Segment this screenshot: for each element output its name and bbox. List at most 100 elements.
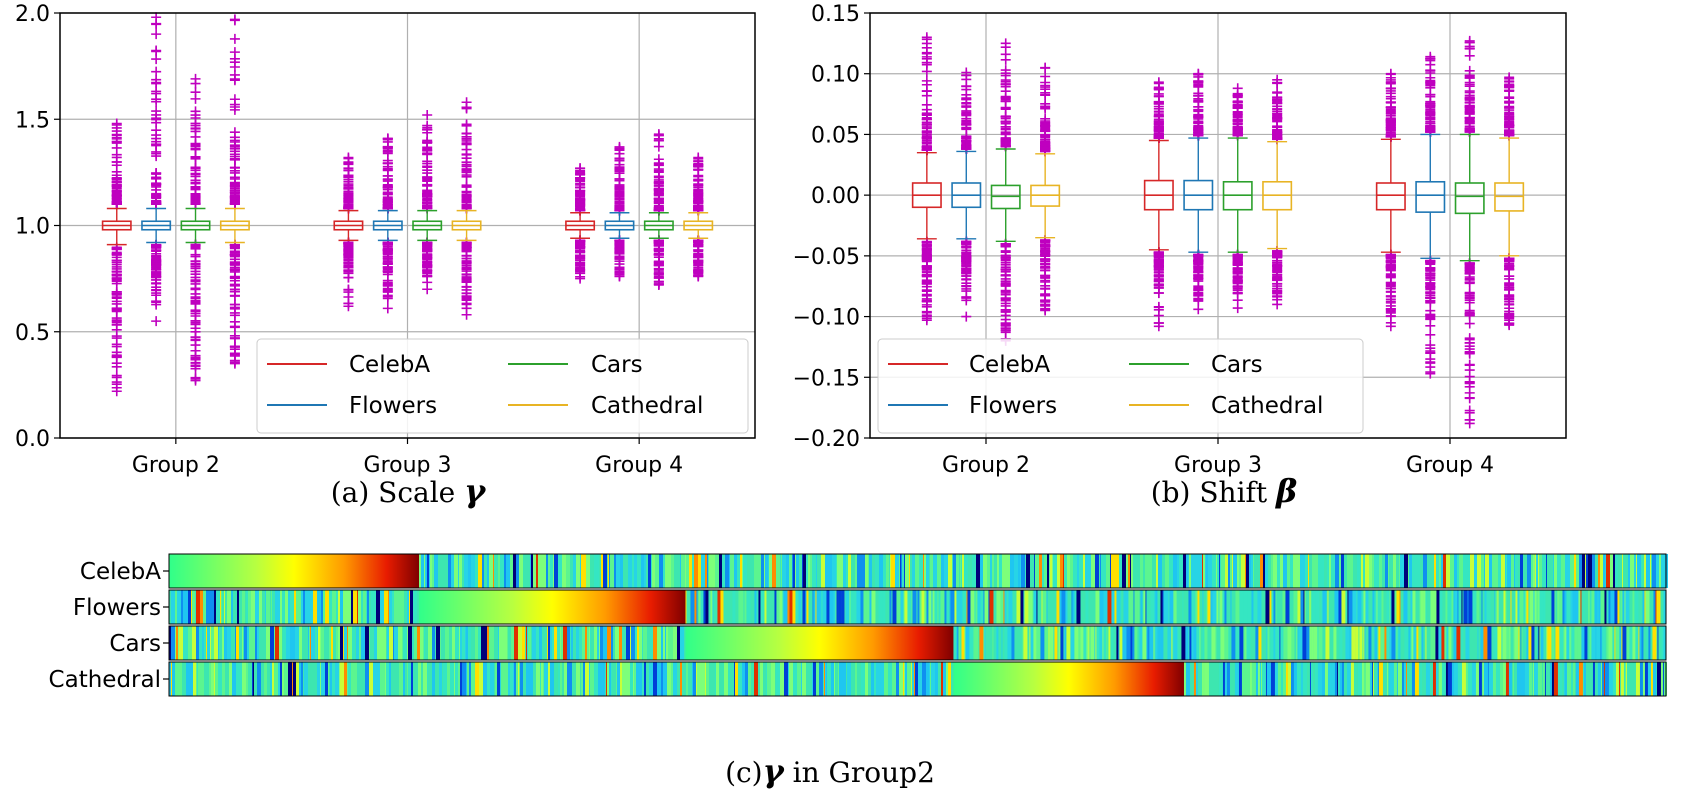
heatmap-stripe xyxy=(340,590,343,624)
heatmap-stripe xyxy=(371,590,374,624)
heatmap-stripe xyxy=(633,554,637,588)
heatmap-stripe xyxy=(1270,554,1273,588)
heatmap-stripe xyxy=(986,554,990,588)
heatmap-stripe xyxy=(744,590,747,624)
heatmap-stripe xyxy=(1556,554,1561,588)
heatmap-stripe xyxy=(1202,626,1205,660)
heatmap-stripe xyxy=(944,590,947,624)
heatmap-stripe xyxy=(1339,626,1343,660)
heatmap-stripe xyxy=(1275,626,1280,660)
outlier-marker xyxy=(151,94,162,105)
panel-a-caption: (a) Scale γ xyxy=(331,472,487,510)
outlier-marker xyxy=(190,87,201,98)
heatmap-stripe xyxy=(1509,626,1511,660)
heatmap-stripe xyxy=(798,590,802,624)
heatmap-stripe xyxy=(515,554,519,588)
heatmap-stripe xyxy=(200,590,203,624)
heatmap-stripe xyxy=(329,590,332,624)
outlier-marker xyxy=(190,73,201,84)
heatmap-stripe xyxy=(1377,626,1379,660)
heatmap-stripe xyxy=(473,554,475,588)
heatmap-stripe xyxy=(1584,554,1586,588)
heatmap-stripe xyxy=(1629,626,1633,660)
heatmap-stripe xyxy=(1251,590,1254,624)
heatmap-stripe xyxy=(253,662,254,696)
heatmap-stripe xyxy=(1330,554,1335,588)
outlier-marker xyxy=(1232,303,1243,314)
heatmap-stripe xyxy=(889,590,891,624)
heatmap-stripe xyxy=(992,626,994,660)
heatmap-stripe xyxy=(236,626,239,660)
heatmap-stripe xyxy=(1553,554,1557,588)
heatmap-stripe xyxy=(1575,554,1577,588)
heatmap-stripe xyxy=(1581,554,1585,588)
heatmap-stripe xyxy=(984,626,986,660)
heatmap-stripe xyxy=(1155,626,1158,660)
heatmap-stripe xyxy=(1500,554,1505,588)
heatmap-stripe xyxy=(717,590,721,624)
outlier-marker xyxy=(614,153,625,164)
heatmap-stripe xyxy=(1060,626,1064,660)
heatmap-stripe xyxy=(1215,554,1217,588)
heatmap-stripe xyxy=(215,662,218,696)
heatmap-stripe xyxy=(636,554,638,588)
outlier-marker xyxy=(1464,65,1475,76)
heatmap-stripe xyxy=(1403,590,1408,624)
heatmap-stripe xyxy=(197,662,198,696)
heatmap-stripe xyxy=(266,662,267,696)
heatmap-stripe xyxy=(265,590,266,624)
heatmap-stripe xyxy=(754,590,757,624)
heatmap-stripe xyxy=(1624,590,1626,624)
heatmap-stripe xyxy=(1638,626,1640,660)
heatmap-stripe xyxy=(1658,590,1661,624)
heatmap-stripe xyxy=(1003,590,1005,624)
heatmap-stripe xyxy=(576,554,580,588)
heatmap-stripe xyxy=(882,554,886,588)
heatmap-stripe xyxy=(1065,590,1068,624)
y-tick-label: 1.0 xyxy=(15,215,50,240)
heatmap-stripe xyxy=(329,626,331,660)
heatmap-stripe xyxy=(824,554,829,588)
heatmap-stripe xyxy=(203,590,206,624)
heatmap-stripe xyxy=(1269,590,1272,624)
heatmap-stripe xyxy=(420,626,421,660)
y-tick-label: −0.05 xyxy=(793,245,860,270)
heatmap-stripe xyxy=(802,590,806,624)
heatmap-stripe xyxy=(1394,590,1397,624)
heatmap-stripe xyxy=(1253,590,1258,624)
heatmap-stripe xyxy=(795,554,799,588)
heatmap-stripe xyxy=(359,626,361,660)
heatmap-stripe xyxy=(682,626,684,660)
outlier-marker xyxy=(111,361,122,372)
heatmap-stripe xyxy=(186,662,189,696)
heatmap-row xyxy=(163,589,1667,625)
heatmap-stripe xyxy=(925,554,929,588)
heatmap-stripe xyxy=(1501,626,1503,660)
heatmap-stripe xyxy=(826,590,828,624)
heatmap-stripe xyxy=(1380,626,1384,660)
heatmap-stripe xyxy=(1211,626,1216,660)
heatmap-stripe xyxy=(922,554,924,588)
heatmap-stripe xyxy=(1100,554,1103,588)
heatmap-stripe xyxy=(1076,554,1079,588)
heatmap-stripe xyxy=(1587,554,1592,588)
heatmap-stripe xyxy=(457,554,459,588)
heatmap-stripe xyxy=(1347,590,1349,624)
heatmap-stripe xyxy=(955,554,959,588)
heatmap-stripe xyxy=(490,662,494,696)
heatmap-stripe xyxy=(1552,626,1555,660)
heatmap-stripe xyxy=(344,626,347,660)
heatmap-stripe xyxy=(788,554,792,588)
heatmap-stripe xyxy=(1334,590,1339,624)
heatmap-stripe xyxy=(1282,590,1286,624)
heatmap-stripe xyxy=(1190,554,1195,588)
heatmap-stripe xyxy=(1128,590,1133,624)
heatmap-stripe xyxy=(966,590,968,624)
heatmap-stripe xyxy=(229,662,232,696)
heatmap-stripe xyxy=(1174,590,1176,624)
heatmap-stripe xyxy=(1076,590,1081,624)
heatmap-stripe xyxy=(643,554,646,588)
outlier-marker xyxy=(151,146,162,157)
outlier-marker xyxy=(1040,62,1051,73)
heatmap-stripe xyxy=(1438,554,1441,588)
